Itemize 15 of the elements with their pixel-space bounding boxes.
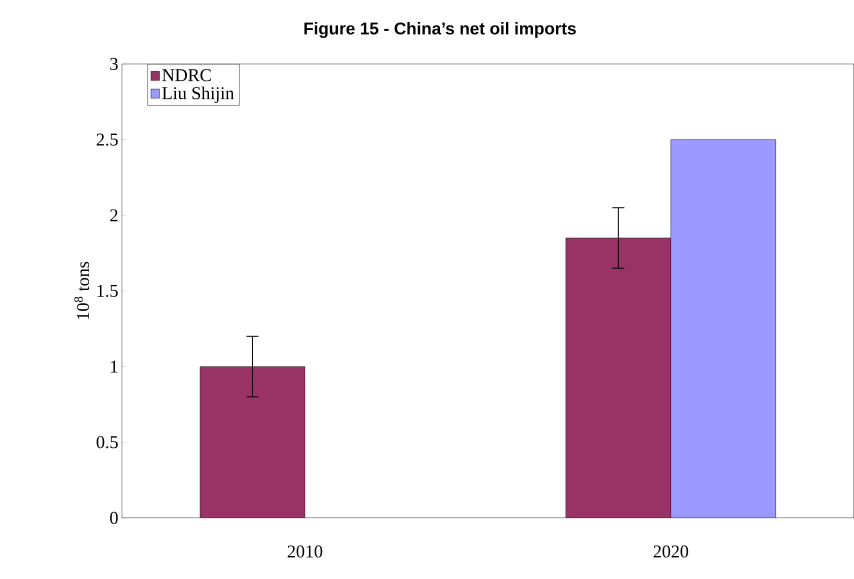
y-tick-label: 2.5: [96, 134, 118, 146]
x-tick-label: 2010: [288, 545, 322, 558]
y-tick-label: 0.5: [96, 436, 118, 448]
y-tick-label: 1: [111, 360, 118, 373]
bar: [200, 366, 306, 518]
y-axis-title: 10$^{8}$ tons: [74, 262, 90, 320]
x-tick-label: 2020: [654, 545, 688, 558]
legend-label: NDRC: [162, 69, 211, 82]
y-tick-label: 2: [110, 209, 118, 222]
y-tick-label: 1.5: [98, 284, 118, 298]
bar: [566, 238, 672, 518]
y-tick-label: 0: [110, 512, 118, 524]
chart-title: Figure 15 - China’s net oil imports: [304, 22, 576, 38]
legend-label: Liu Shijin: [162, 86, 234, 103]
y-tick-label: 3: [110, 58, 118, 70]
